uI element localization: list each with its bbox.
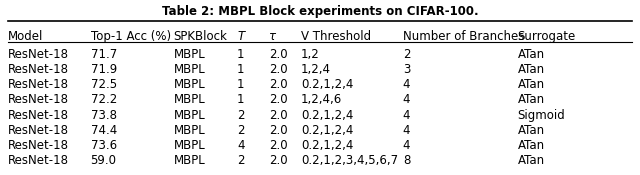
Text: V Threshold: V Threshold — [301, 30, 371, 43]
Text: 1: 1 — [237, 63, 244, 76]
Text: 2: 2 — [237, 124, 244, 137]
Text: ATan: ATan — [518, 93, 545, 106]
Text: 1,2,4,6: 1,2,4,6 — [301, 93, 342, 106]
Text: 2: 2 — [237, 154, 244, 167]
Text: Number of Branches: Number of Branches — [403, 30, 524, 43]
Text: 72.5: 72.5 — [91, 78, 116, 91]
Text: ResNet-18: ResNet-18 — [8, 78, 68, 91]
Text: MBPL: MBPL — [173, 154, 205, 167]
Text: 4: 4 — [403, 93, 410, 106]
Text: 71.9: 71.9 — [91, 63, 117, 76]
Text: τ: τ — [269, 30, 276, 43]
Text: MBPL: MBPL — [173, 108, 205, 122]
Text: 2.0: 2.0 — [269, 139, 287, 152]
Text: 4: 4 — [403, 108, 410, 122]
Text: ATan: ATan — [518, 78, 545, 91]
Text: ResNet-18: ResNet-18 — [8, 139, 68, 152]
Text: 2.0: 2.0 — [269, 124, 287, 137]
Text: 74.4: 74.4 — [91, 124, 117, 137]
Text: T: T — [237, 30, 244, 43]
Text: Model: Model — [8, 30, 43, 43]
Text: MBPL: MBPL — [173, 78, 205, 91]
Text: 73.6: 73.6 — [91, 139, 116, 152]
Text: ATan: ATan — [518, 154, 545, 167]
Text: 4: 4 — [237, 139, 244, 152]
Text: 1,2,4: 1,2,4 — [301, 63, 331, 76]
Text: 0.2,1,2,4: 0.2,1,2,4 — [301, 78, 353, 91]
Text: Top-1 Acc (%): Top-1 Acc (%) — [91, 30, 171, 43]
Text: ResNet-18: ResNet-18 — [8, 108, 68, 122]
Text: 4: 4 — [403, 124, 410, 137]
Text: 1: 1 — [237, 48, 244, 61]
Text: Sigmoid: Sigmoid — [518, 108, 565, 122]
Text: ATan: ATan — [518, 63, 545, 76]
Text: MBPL: MBPL — [173, 63, 205, 76]
Text: 2.0: 2.0 — [269, 78, 287, 91]
Text: ResNet-18: ResNet-18 — [8, 63, 68, 76]
Text: 1: 1 — [237, 93, 244, 106]
Text: MBPL: MBPL — [173, 93, 205, 106]
Text: 0.2,1,2,4: 0.2,1,2,4 — [301, 124, 353, 137]
Text: 2.0: 2.0 — [269, 93, 287, 106]
Text: MBPL: MBPL — [173, 124, 205, 137]
Text: MBPL: MBPL — [173, 48, 205, 61]
Text: 73.8: 73.8 — [91, 108, 116, 122]
Text: 2.0: 2.0 — [269, 48, 287, 61]
Text: ResNet-18: ResNet-18 — [8, 48, 68, 61]
Text: 2.0: 2.0 — [269, 154, 287, 167]
Text: Surrogate: Surrogate — [518, 30, 576, 43]
Text: 72.2: 72.2 — [91, 93, 117, 106]
Text: 0.2,1,2,4: 0.2,1,2,4 — [301, 108, 353, 122]
Text: 2: 2 — [403, 48, 410, 61]
Text: MBPL: MBPL — [173, 139, 205, 152]
Text: 1,2: 1,2 — [301, 48, 319, 61]
Text: 0.2,1,2,4: 0.2,1,2,4 — [301, 139, 353, 152]
Text: 59.0: 59.0 — [91, 154, 116, 167]
Text: ATan: ATan — [518, 139, 545, 152]
Text: 3: 3 — [403, 63, 410, 76]
Text: 4: 4 — [403, 78, 410, 91]
Text: 1: 1 — [237, 78, 244, 91]
Text: ResNet-18: ResNet-18 — [8, 93, 68, 106]
Text: 4: 4 — [403, 139, 410, 152]
Text: 2.0: 2.0 — [269, 63, 287, 76]
Text: ATan: ATan — [518, 48, 545, 61]
Text: ATan: ATan — [518, 124, 545, 137]
Text: 2: 2 — [237, 108, 244, 122]
Text: SPKBlock: SPKBlock — [173, 30, 227, 43]
Text: 0.2,1,2,3,4,5,6,7: 0.2,1,2,3,4,5,6,7 — [301, 154, 398, 167]
Text: 8: 8 — [403, 154, 410, 167]
Text: Table 2: MBPL Block experiments on CIFAR-100.: Table 2: MBPL Block experiments on CIFAR… — [162, 5, 478, 18]
Text: 71.7: 71.7 — [91, 48, 117, 61]
Text: 2.0: 2.0 — [269, 108, 287, 122]
Text: ResNet-18: ResNet-18 — [8, 154, 68, 167]
Text: ResNet-18: ResNet-18 — [8, 124, 68, 137]
